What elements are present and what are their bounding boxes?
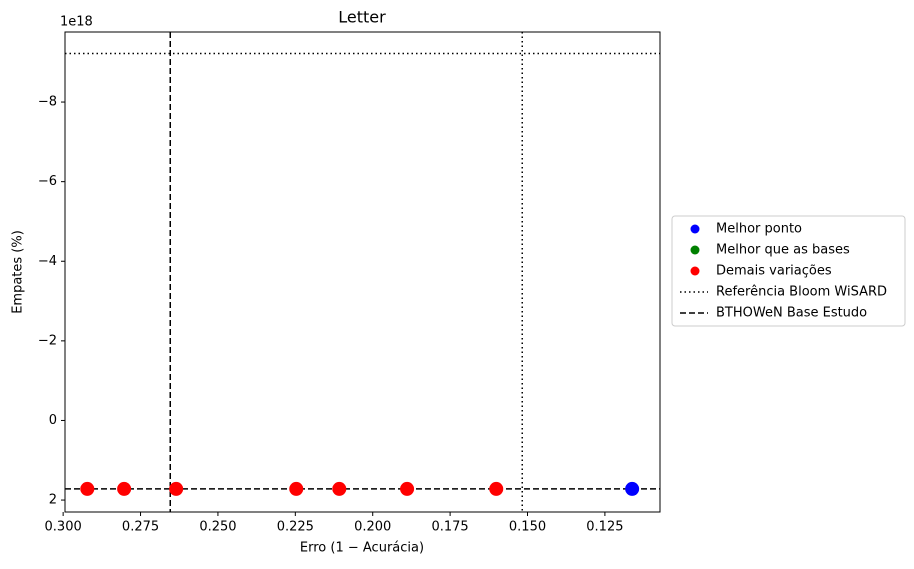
x-tick-label: 0.250 bbox=[199, 520, 236, 535]
legend-label: Melhor ponto bbox=[716, 222, 802, 237]
x-tick-label: 0.300 bbox=[45, 520, 82, 535]
point bbox=[117, 481, 132, 496]
legend-box bbox=[671, 215, 906, 327]
y-axis-label: Empates (%) bbox=[11, 230, 26, 314]
x-tick-label: 0.150 bbox=[509, 520, 546, 535]
point bbox=[169, 481, 184, 496]
x-tick-label: 0.200 bbox=[354, 520, 391, 535]
legend-marker bbox=[690, 266, 700, 276]
y-tick-label: −4 bbox=[38, 254, 57, 269]
y-tick-label: −8 bbox=[38, 95, 57, 110]
legend-label: Referência Bloom WiSARD bbox=[716, 285, 887, 300]
y-offset-label: 1e18 bbox=[60, 15, 93, 30]
legend-marker bbox=[690, 245, 700, 255]
point bbox=[625, 481, 640, 496]
point bbox=[332, 481, 347, 496]
x-tick-label: 0.225 bbox=[277, 520, 314, 535]
legend-label: Demais variações bbox=[716, 264, 832, 279]
point bbox=[289, 481, 304, 496]
point bbox=[400, 481, 415, 496]
y-tick-label: −2 bbox=[38, 333, 57, 348]
x-tick-label: 0.175 bbox=[431, 520, 468, 535]
x-tick-label: 0.125 bbox=[586, 520, 623, 535]
y-tick-label: −6 bbox=[38, 174, 57, 189]
chart-title: Letter bbox=[338, 8, 386, 27]
x-axis-label: Erro (1 − Acurácia) bbox=[300, 541, 424, 556]
y-tick-label: 0 bbox=[49, 413, 57, 428]
legend-label: Melhor que as bases bbox=[716, 243, 850, 258]
legend-label: BTHOWeN Base Estudo bbox=[716, 306, 867, 321]
plot-frame bbox=[64, 31, 661, 513]
point bbox=[80, 481, 95, 496]
y-tick-label: 2 bbox=[49, 493, 57, 508]
x-tick-label: 0.275 bbox=[122, 520, 159, 535]
point bbox=[489, 481, 504, 496]
legend-marker bbox=[690, 224, 700, 234]
